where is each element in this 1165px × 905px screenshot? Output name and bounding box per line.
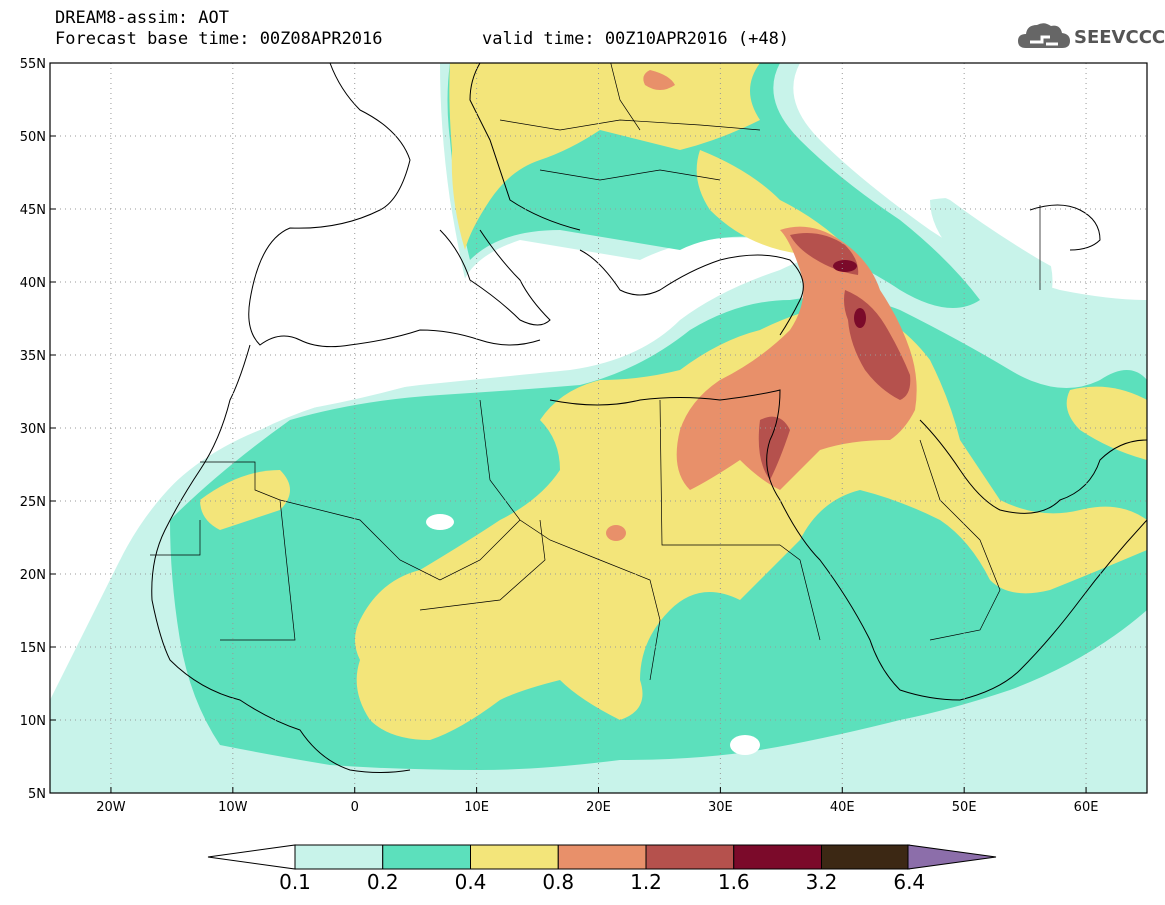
colorbar-box xyxy=(733,844,822,870)
valid-time: valid time: 00Z10APR2016 (+48) xyxy=(482,29,790,49)
colorbar-box xyxy=(294,844,384,870)
lat-label: 10N xyxy=(20,714,46,729)
aot-band-0.8 xyxy=(606,70,917,541)
colorbar-label: 3.2 xyxy=(805,870,838,894)
colorbar-box xyxy=(645,844,735,870)
lon-label: 10W xyxy=(218,800,248,815)
colorbar-label: 0.8 xyxy=(542,870,575,894)
lon-label: 20W xyxy=(96,800,126,815)
lat-label: 45N xyxy=(20,203,46,218)
lon-label: 40E xyxy=(830,800,855,815)
aot-field xyxy=(50,63,1147,793)
lon-label: 0 xyxy=(351,800,359,815)
longitude-labels: 20W 10W 0 10E 20E 30E 40E 50E 60E xyxy=(96,800,1098,815)
colorbar-box xyxy=(557,844,647,870)
lat-label: 40N xyxy=(20,276,46,291)
lon-label: 60E xyxy=(1074,800,1099,815)
grid-lines xyxy=(50,63,1147,793)
colorbar-label: 0.1 xyxy=(279,870,311,894)
colorbar-right-arrow xyxy=(907,844,997,870)
lat-label: 25N xyxy=(20,495,46,510)
latitude-labels: 5N 10N 15N 20N 25N 30N 35N 40N 45N 50N 55N xyxy=(20,57,46,802)
lon-label: 50E xyxy=(952,800,977,815)
colorbar-label: 6.4 xyxy=(893,870,926,894)
colorbar-box xyxy=(821,844,910,870)
aot-band-1.6 xyxy=(833,260,866,328)
lat-label: 35N xyxy=(20,349,46,364)
colorbar-label: 0.4 xyxy=(454,870,487,894)
forecast-base-time: Forecast base time: 00Z08APR2016 xyxy=(55,29,383,49)
lon-label: 20E xyxy=(586,800,611,815)
colorbar-box xyxy=(470,844,559,870)
lat-label: 20N xyxy=(20,568,46,583)
lon-label: 30E xyxy=(708,800,733,815)
logo-text: SEEVCCC xyxy=(1074,27,1165,48)
colorbar-left-arrow xyxy=(207,844,296,870)
country-borders xyxy=(150,63,1041,681)
map-title: DREAM8-assim: AOT xyxy=(55,8,229,28)
seevccc-logo: SEEVCCC xyxy=(1016,18,1165,58)
coastlines xyxy=(151,63,1147,773)
colorbar-label: 0.2 xyxy=(366,870,399,894)
color-bar xyxy=(207,844,997,870)
colorbar-label: 1.2 xyxy=(630,870,662,894)
lon-label: 10E xyxy=(464,800,489,815)
lat-label: 55N xyxy=(20,57,46,72)
lat-label: 15N xyxy=(20,641,46,656)
cloud-icon xyxy=(1018,23,1070,48)
lat-label: 30N xyxy=(20,422,46,437)
colorbar-box xyxy=(382,844,471,870)
lat-label: 5N xyxy=(28,787,46,802)
aot-band-0.4 xyxy=(200,63,1147,740)
lat-label: 50N xyxy=(20,130,46,145)
axis-ticks xyxy=(50,62,1087,794)
colorbar-label: 1.6 xyxy=(717,870,750,894)
